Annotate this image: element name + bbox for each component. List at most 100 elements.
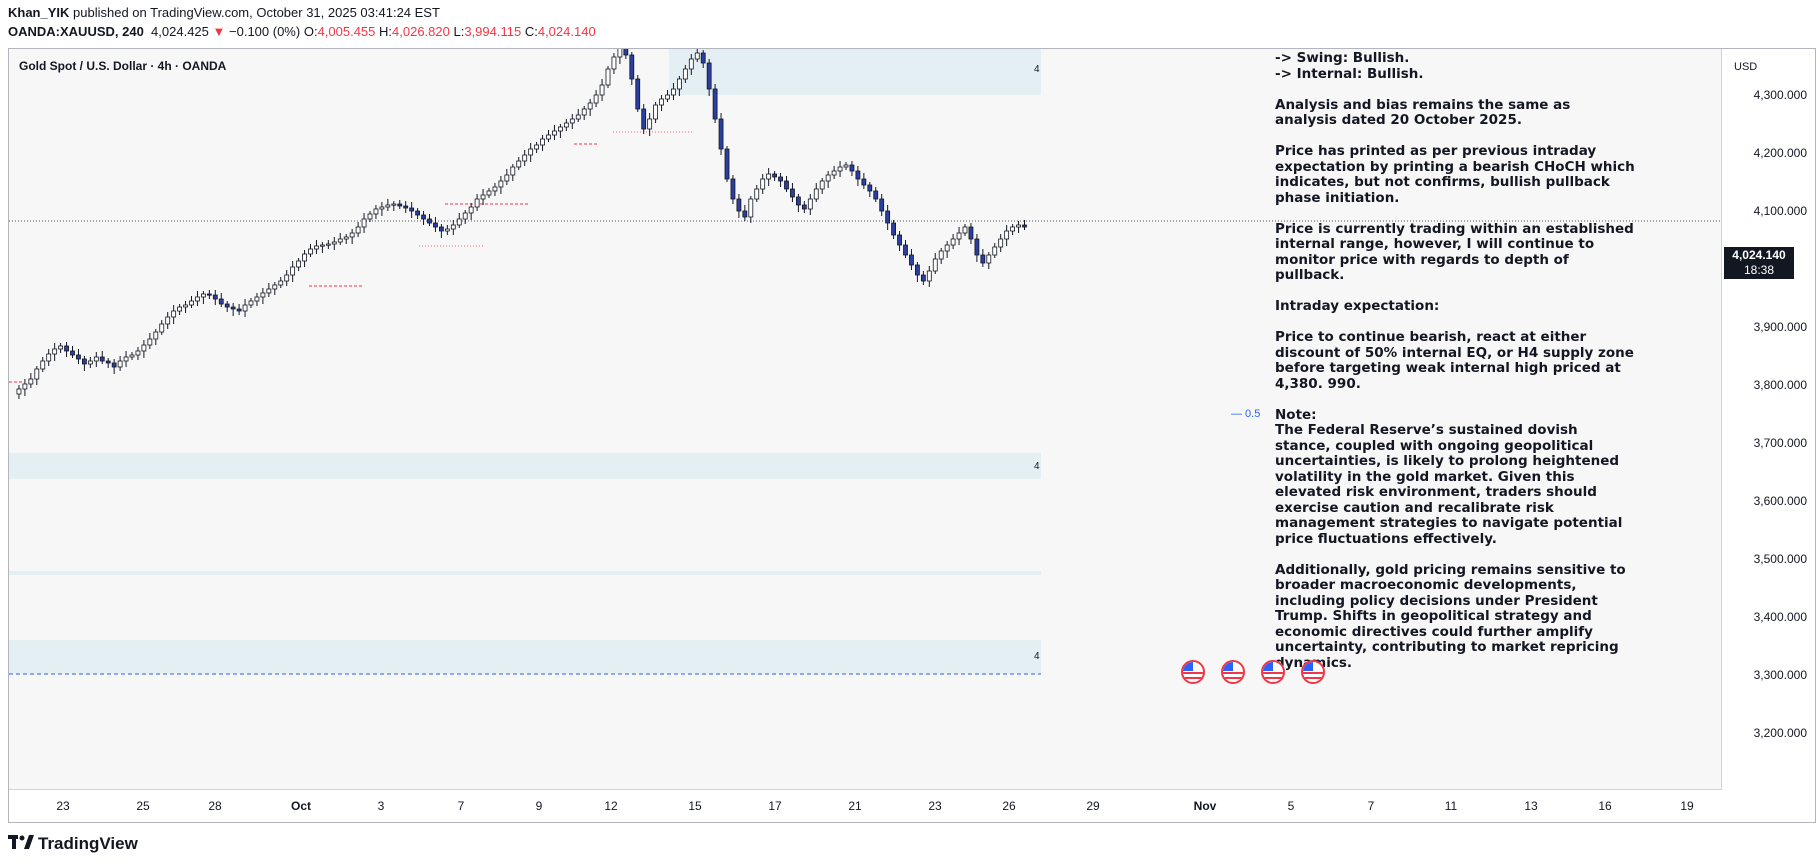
candle-body: [825, 174, 831, 182]
candle-body: [486, 190, 492, 196]
price-axis[interactable]: USD 4,300.000 4,200.000 4,100.000 3,900.…: [1721, 49, 1815, 822]
candle-body: [569, 118, 575, 124]
candle-body: [52, 348, 58, 355]
candle-body: [385, 204, 391, 208]
candle-body: [849, 164, 855, 172]
price-tick: 4,200.000: [1753, 146, 1807, 160]
candle-body: [879, 198, 885, 212]
supply-zone: [669, 49, 1041, 95]
candle-body: [962, 226, 968, 234]
candle-body: [284, 274, 290, 282]
candle-body: [480, 194, 486, 200]
candle-body: [748, 198, 754, 218]
candle-body: [34, 368, 40, 380]
time-tick: 21: [848, 799, 862, 813]
tradingview-footer[interactable]: TradingView: [8, 834, 138, 854]
price-tick: 3,900.000: [1753, 320, 1807, 334]
us-flag-event-icon[interactable]: [1301, 660, 1325, 684]
candle-body: [534, 144, 539, 150]
candle-body: [236, 308, 242, 312]
candle-body: [932, 258, 938, 272]
candle-body: [688, 58, 694, 70]
time-tick: 23: [56, 799, 70, 813]
candle-body: [82, 358, 87, 365]
candle-body: [712, 88, 718, 120]
candle-body: [700, 52, 706, 64]
candle-body: [516, 160, 522, 168]
candle-body: [611, 56, 617, 70]
candle-body: [1016, 224, 1021, 228]
candle-body: [682, 68, 688, 80]
candle-body: [1004, 230, 1010, 240]
candle-body: [438, 226, 444, 232]
candle-body: [974, 238, 980, 256]
candle-body: [361, 218, 367, 228]
symbol-label[interactable]: OANDA:XAUUSD, 240: [8, 24, 144, 39]
candle-body: [171, 310, 177, 318]
note-paragraph: Price is currently trading within an est…: [1275, 220, 1634, 283]
candle-body: [367, 213, 373, 220]
time-axis[interactable]: 23 25 28 Oct 3 7 9 12 15 17 21 23 26 29 …: [9, 789, 1722, 822]
candle-body: [421, 214, 426, 220]
open-label: O:: [303, 24, 318, 39]
candle-body: [16, 388, 22, 395]
note-paragraph: Price has printed as per previous intrad…: [1275, 143, 1635, 206]
candle-body: [254, 296, 260, 302]
us-flag-event-icon[interactable]: [1261, 660, 1285, 684]
candle-body: [183, 304, 188, 308]
candle-body: [379, 206, 385, 210]
candle-body: [915, 264, 920, 276]
candle-body: [671, 88, 676, 96]
time-tick: 3: [377, 799, 385, 813]
us-flag-event-icon[interactable]: [1221, 660, 1245, 684]
candle-body: [843, 164, 849, 168]
high-label: H:: [379, 24, 393, 39]
candle-body: [433, 222, 438, 228]
price-tick: 3,600.000: [1753, 494, 1807, 508]
low-value: 3,994.115: [464, 24, 522, 39]
price-tick: 3,500.000: [1753, 552, 1807, 566]
candle-body: [123, 356, 129, 362]
candle-body: [885, 210, 891, 224]
time-tick: 23: [928, 799, 942, 813]
candle-body: [920, 274, 926, 282]
candle-body: [528, 148, 534, 156]
candle-body: [563, 122, 569, 128]
candlestick-plot[interactable]: [9, 49, 1722, 791]
candle-body: [260, 292, 266, 298]
candle-body: [195, 296, 200, 302]
open-value: 4,005.455: [317, 24, 376, 39]
candle-body: [831, 170, 837, 176]
candle-body: [40, 360, 46, 370]
analysis-note: -> Swing: Bullish. -> Internal: Bullish.…: [1275, 50, 1635, 687]
bar-countdown: 18:38: [1743, 263, 1775, 277]
author-name[interactable]: Khan_YIK: [8, 5, 70, 20]
price-tick: 3,400.000: [1753, 610, 1807, 624]
candle-body: [742, 210, 748, 218]
candle-body: [343, 236, 349, 240]
candle-body: [766, 173, 772, 180]
candle-body: [349, 232, 355, 238]
candle-body: [867, 184, 873, 192]
note-paragraph: Intraday expectation:: [1275, 298, 1440, 314]
currency-label[interactable]: USD: [1734, 61, 1758, 73]
candle-body: [391, 203, 397, 206]
candle-body: [796, 196, 801, 206]
candle-body: [510, 166, 516, 176]
close-value: 4,024.140: [537, 24, 596, 39]
publish-header: Khan_YIK published on TradingView.com, O…: [8, 5, 440, 20]
price-tick: 3,700.000: [1753, 436, 1807, 450]
time-tick: 13: [1524, 799, 1538, 813]
candle-body: [980, 254, 986, 264]
us-flag-event-icon[interactable]: [1181, 660, 1205, 684]
fib-level-label[interactable]: — 0.5: [1231, 408, 1261, 420]
candle-body: [87, 360, 93, 365]
candle-body: [290, 266, 296, 276]
chart-pane[interactable]: Gold Spot / U.S. Dollar · 4h · OANDA 4 4…: [8, 48, 1816, 823]
candle-body: [653, 104, 658, 120]
candle-body: [903, 244, 908, 256]
candle-body: [248, 300, 254, 306]
candle-body: [760, 178, 766, 190]
candle-body: [468, 206, 474, 214]
candle-body: [76, 354, 81, 360]
